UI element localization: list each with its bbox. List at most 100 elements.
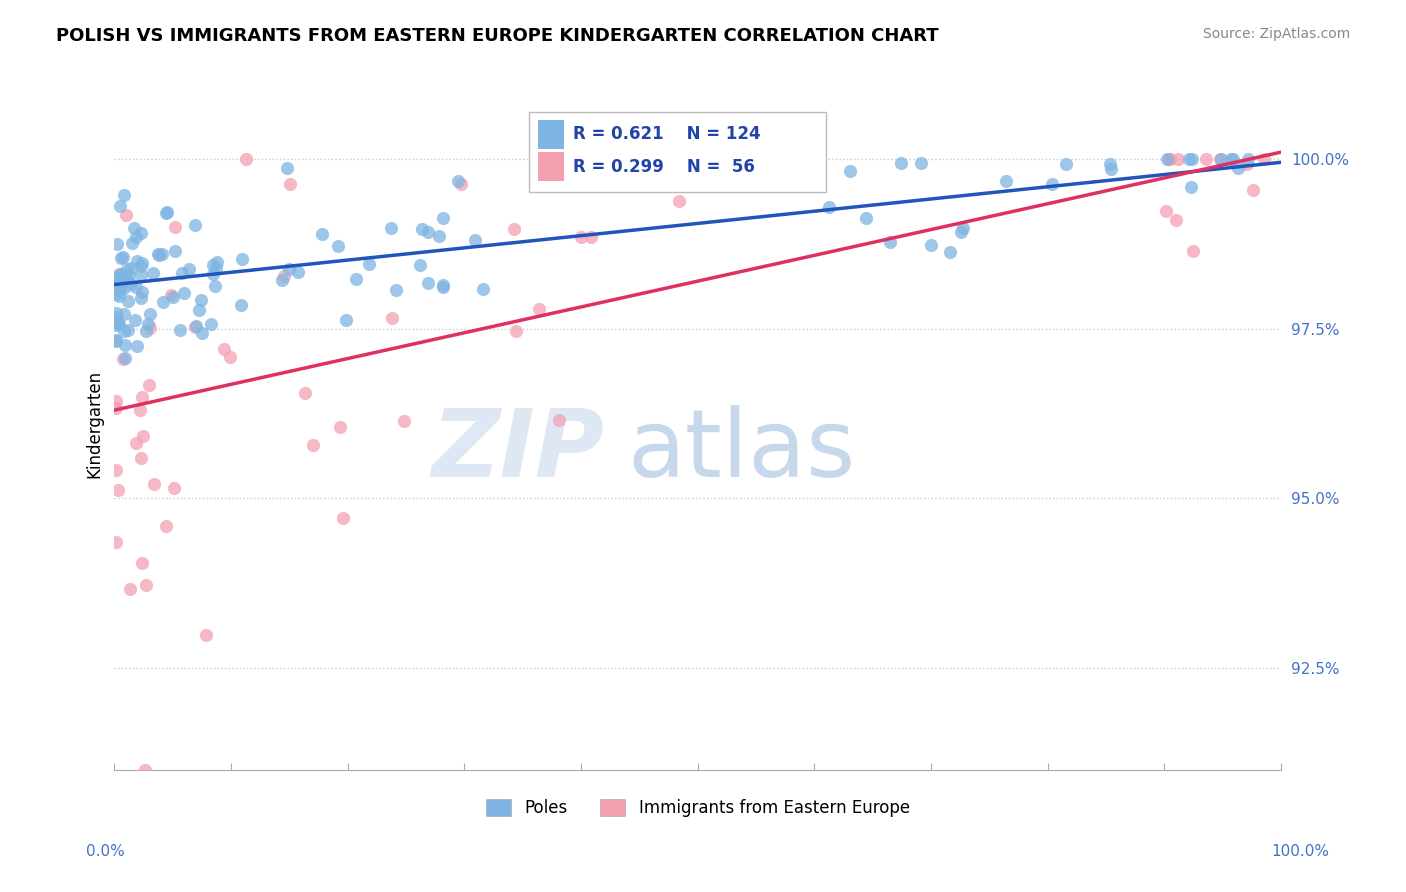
Point bbox=[107, 278, 129, 293]
Point bbox=[1178, 152, 1201, 166]
Point bbox=[190, 293, 212, 307]
Point bbox=[416, 277, 439, 291]
Point bbox=[129, 226, 152, 240]
Point bbox=[136, 317, 159, 331]
Point bbox=[135, 324, 157, 338]
Point bbox=[121, 236, 143, 251]
Point bbox=[194, 628, 217, 642]
Point bbox=[132, 429, 155, 443]
Point bbox=[117, 261, 139, 276]
Point bbox=[110, 283, 132, 297]
Point bbox=[201, 267, 224, 281]
Point bbox=[142, 266, 165, 280]
Point bbox=[114, 271, 136, 285]
Point bbox=[952, 221, 974, 235]
Point bbox=[131, 557, 153, 571]
Point bbox=[326, 239, 349, 253]
Y-axis label: Kindergarten: Kindergarten bbox=[86, 369, 103, 478]
Point bbox=[392, 414, 415, 428]
Point bbox=[212, 342, 235, 356]
Point bbox=[107, 315, 129, 329]
Point bbox=[385, 284, 408, 298]
Point bbox=[155, 518, 177, 533]
Point bbox=[114, 337, 136, 351]
FancyBboxPatch shape bbox=[538, 153, 564, 181]
Point bbox=[105, 401, 128, 415]
Text: 0.0%: 0.0% bbox=[86, 845, 125, 859]
Point bbox=[187, 302, 209, 317]
Point bbox=[143, 477, 166, 491]
Point bbox=[125, 230, 148, 244]
Text: POLISH VS IMMIGRANTS FROM EASTERN EUROPE KINDERGARTEN CORRELATION CHART: POLISH VS IMMIGRANTS FROM EASTERN EUROPE… bbox=[56, 27, 939, 45]
Point bbox=[129, 403, 152, 417]
Point bbox=[107, 483, 129, 497]
Point bbox=[112, 325, 135, 339]
Point bbox=[110, 274, 132, 288]
Point bbox=[1156, 152, 1178, 166]
Point bbox=[579, 230, 602, 244]
Point bbox=[855, 211, 877, 225]
Point bbox=[146, 247, 169, 261]
Point bbox=[111, 351, 134, 366]
Point bbox=[112, 250, 135, 264]
Point bbox=[110, 273, 132, 287]
Point bbox=[200, 318, 222, 332]
Point bbox=[124, 312, 146, 326]
Point bbox=[668, 194, 690, 208]
Point bbox=[173, 285, 195, 300]
Point bbox=[380, 221, 402, 235]
Point bbox=[818, 200, 841, 214]
Point bbox=[105, 334, 128, 348]
Point bbox=[177, 262, 200, 277]
Point bbox=[1226, 161, 1249, 175]
Point bbox=[108, 289, 131, 303]
Point bbox=[1180, 152, 1202, 166]
Point bbox=[1040, 177, 1063, 191]
Point bbox=[1209, 152, 1232, 166]
Point bbox=[114, 281, 136, 295]
Point bbox=[204, 278, 226, 293]
Point bbox=[879, 235, 901, 249]
Text: Source: ZipAtlas.com: Source: ZipAtlas.com bbox=[1202, 27, 1350, 41]
Point bbox=[447, 174, 470, 188]
Point bbox=[108, 317, 131, 331]
Point bbox=[115, 208, 138, 222]
Point bbox=[105, 318, 128, 332]
Point bbox=[169, 323, 191, 337]
Point bbox=[302, 438, 325, 452]
Point bbox=[131, 390, 153, 404]
Point bbox=[117, 294, 139, 309]
Point bbox=[502, 222, 524, 236]
Point bbox=[273, 268, 295, 283]
Point bbox=[163, 482, 186, 496]
Legend: Poles, Immigrants from Eastern Europe: Poles, Immigrants from Eastern Europe bbox=[479, 792, 917, 824]
Point bbox=[105, 271, 128, 285]
Point bbox=[294, 386, 316, 401]
Point bbox=[464, 233, 486, 247]
Point bbox=[950, 225, 973, 239]
Point bbox=[150, 246, 173, 260]
Point bbox=[1182, 244, 1205, 258]
Point bbox=[938, 244, 960, 259]
Point bbox=[114, 187, 136, 202]
Point bbox=[920, 238, 942, 252]
FancyBboxPatch shape bbox=[529, 112, 827, 192]
Point bbox=[163, 244, 186, 258]
Point bbox=[115, 271, 138, 285]
Point bbox=[104, 310, 127, 324]
Point bbox=[332, 510, 354, 524]
Point bbox=[359, 257, 381, 271]
Point bbox=[1164, 213, 1187, 227]
Point bbox=[184, 218, 207, 232]
Point bbox=[127, 254, 149, 268]
Point bbox=[139, 321, 162, 335]
Point bbox=[1098, 157, 1121, 171]
Point bbox=[219, 350, 242, 364]
Point bbox=[162, 291, 184, 305]
Point bbox=[131, 285, 153, 300]
Point bbox=[183, 320, 205, 334]
Point bbox=[1054, 157, 1077, 171]
Point bbox=[131, 256, 153, 270]
Point bbox=[427, 229, 450, 244]
Point bbox=[139, 307, 162, 321]
